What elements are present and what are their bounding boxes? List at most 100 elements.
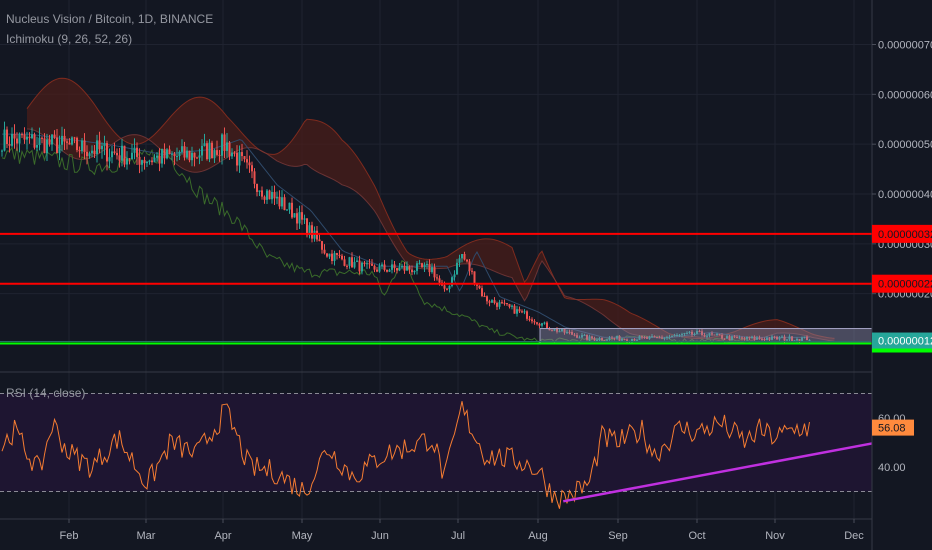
candle-down <box>656 336 658 339</box>
candle-body <box>696 331 698 334</box>
candle-down <box>193 152 196 167</box>
candle-body <box>731 336 733 340</box>
candle-body <box>521 311 523 313</box>
candle-body <box>46 139 48 154</box>
candle-up <box>328 253 331 259</box>
time-tick-label: Nov <box>765 530 785 542</box>
candle-body <box>26 136 28 140</box>
candle-body <box>163 149 166 159</box>
candlesticks <box>1 121 811 343</box>
candle-down <box>368 258 371 269</box>
candle-body <box>211 142 213 159</box>
candle-down <box>463 251 466 261</box>
candle-up <box>46 133 48 162</box>
candle-down <box>23 127 26 144</box>
candle-down <box>571 329 573 336</box>
candle-up <box>631 338 633 343</box>
candle-down <box>123 145 126 168</box>
candle-down <box>273 185 276 206</box>
candle-down <box>211 140 213 159</box>
candle-down <box>446 287 448 291</box>
candle-up <box>198 148 201 165</box>
candle-down <box>466 259 468 263</box>
candle-body <box>543 322 546 324</box>
candle-down <box>533 319 536 325</box>
candle-body <box>276 196 278 199</box>
candle-up <box>781 335 783 339</box>
candle-body <box>418 263 421 265</box>
ichimoku-legend: Ichimoku (9, 26, 52, 26) <box>6 32 132 46</box>
candle-body <box>541 323 543 326</box>
candle-body <box>296 213 298 224</box>
candle-body <box>288 202 291 210</box>
candle-body <box>66 141 68 143</box>
candle-down <box>116 148 118 160</box>
candle-body <box>546 322 548 329</box>
candle-down <box>421 262 423 268</box>
candle-body <box>586 334 588 340</box>
candle-up <box>356 257 358 263</box>
candle-body <box>53 134 56 138</box>
candle-body <box>618 336 621 341</box>
candle-up <box>608 336 611 341</box>
candle-body <box>553 328 556 331</box>
candle-body <box>208 142 211 160</box>
candle-down <box>486 295 488 305</box>
candle-down <box>713 334 716 336</box>
candle-body <box>446 288 448 290</box>
candle-body <box>183 146 186 158</box>
candle-body <box>8 144 11 146</box>
candle-down <box>128 157 131 165</box>
candle-body <box>231 152 233 157</box>
candle-down <box>641 335 643 340</box>
candle-body <box>631 338 633 341</box>
candle-body <box>693 333 696 335</box>
candle-body <box>423 264 426 268</box>
candle-body <box>733 336 736 338</box>
candle-body <box>71 137 73 145</box>
candle-up <box>208 139 211 163</box>
candle-body <box>718 333 721 336</box>
candle-body <box>251 165 253 172</box>
candle-down <box>78 146 81 158</box>
candle-body <box>751 336 753 339</box>
candle-body <box>383 264 386 270</box>
time-axis[interactable]: Feb Mar Apr May Jun Jul Aug Sep Oct Nov Dec <box>60 519 865 542</box>
candle-body <box>501 302 503 304</box>
candle-down <box>118 147 121 168</box>
candle-down <box>66 138 68 150</box>
candle-body <box>223 134 226 151</box>
candle-up <box>808 339 811 342</box>
candle-body <box>316 230 318 240</box>
candle-down <box>493 297 496 305</box>
candle-body <box>783 336 786 341</box>
candle-up <box>606 338 608 342</box>
candle-body <box>601 338 603 341</box>
candle-down <box>646 336 648 339</box>
candle-body <box>371 263 373 266</box>
candle-body <box>118 155 121 161</box>
candle-up <box>668 334 671 340</box>
candle-up <box>706 333 708 339</box>
candle-body <box>278 196 281 207</box>
candle-body <box>291 202 293 218</box>
candle-body <box>461 253 463 259</box>
candle-up <box>108 148 111 169</box>
rsi-legend: RSI (14, close) <box>6 386 85 400</box>
candle-body <box>321 241 323 250</box>
candle-down <box>206 140 208 161</box>
candle-body <box>458 258 461 263</box>
candle-up <box>171 151 173 161</box>
candle-down <box>163 143 166 165</box>
candle-down <box>343 255 346 267</box>
candle-body <box>148 160 151 162</box>
candle-up <box>121 138 123 167</box>
candle-down <box>241 143 243 162</box>
level-price-tag <box>872 224 932 243</box>
candle-down <box>403 262 406 274</box>
candle-up <box>146 161 148 167</box>
candle-down <box>21 132 23 138</box>
candle-body <box>406 266 408 271</box>
candle-body <box>758 337 761 339</box>
